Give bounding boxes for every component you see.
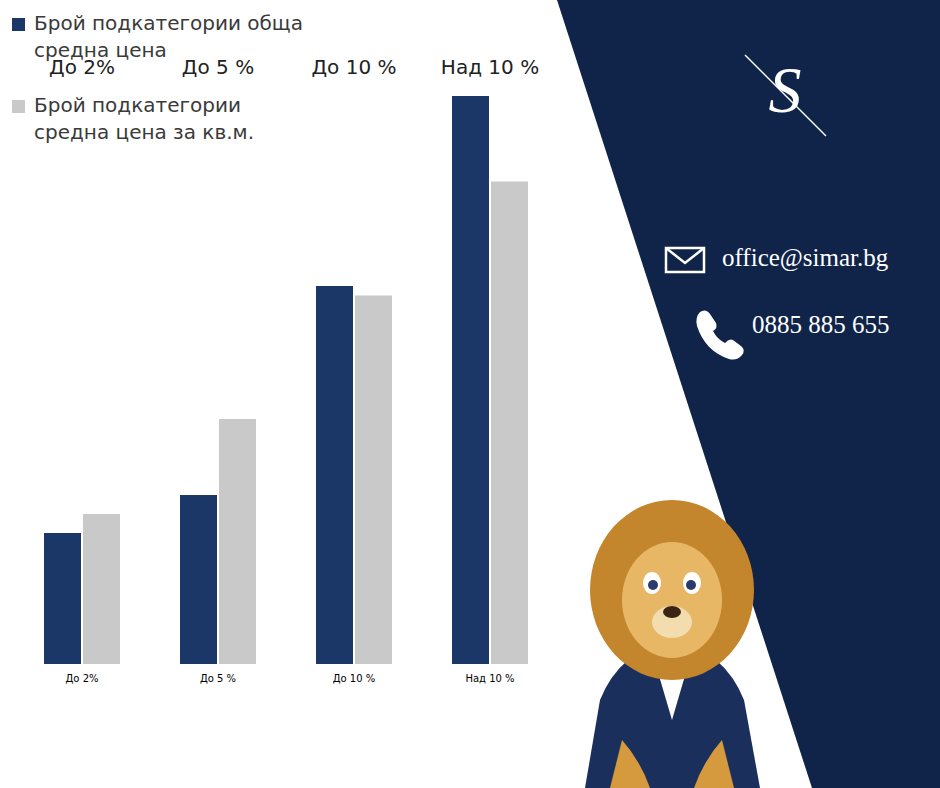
svg-text:До 10 %: До 10 % (311, 55, 396, 79)
svg-text:Над 10 %: Над 10 % (441, 55, 539, 79)
svg-text:Над 10 %: Над 10 % (465, 673, 514, 684)
svg-text:S: S (769, 53, 802, 126)
svg-text:До 5 %: До 5 % (200, 673, 236, 684)
svg-text:0885 885 655: 0885 885 655 (752, 311, 890, 338)
svg-text:office@simar.bg: office@simar.bg (722, 244, 889, 272)
svg-text:До 10 %: До 10 % (333, 673, 376, 684)
svg-text:До 5 %: До 5 % (182, 55, 254, 79)
svg-text:До 2%: До 2% (66, 673, 99, 684)
